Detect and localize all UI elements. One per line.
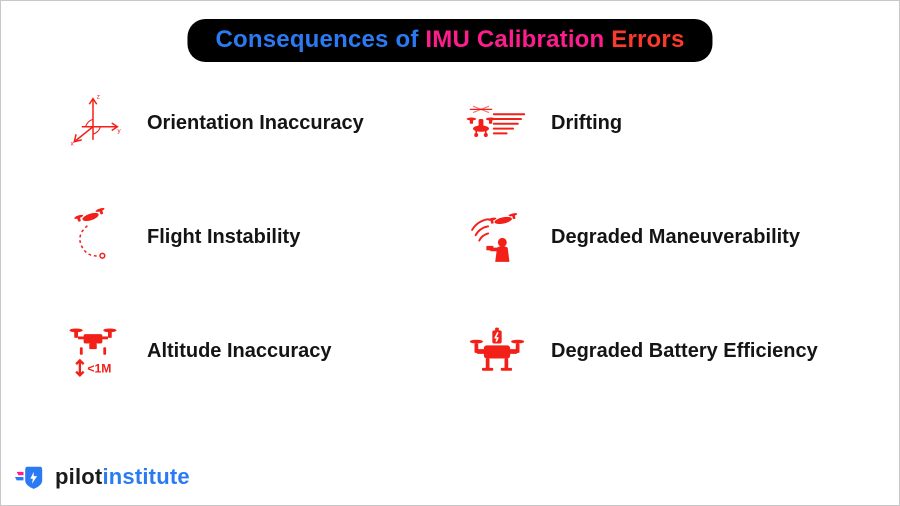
item-label: Drifting xyxy=(551,112,622,135)
maneuver-icon xyxy=(465,205,529,269)
svg-text:y: y xyxy=(117,127,121,134)
svg-text:<1M: <1M xyxy=(87,362,111,376)
item-instability: Flight Instability xyxy=(61,205,435,269)
item-drifting: Drifting xyxy=(465,91,839,155)
battery-icon xyxy=(465,319,529,383)
logo-shield-icon xyxy=(15,463,49,491)
axes-icon: z y x xyxy=(61,91,125,155)
item-altitude: <1M Altitude Inaccuracy xyxy=(61,319,435,383)
item-label: Degraded Maneuverability xyxy=(551,226,800,249)
item-battery: Degraded Battery Efficiency xyxy=(465,319,839,383)
item-label: Degraded Battery Efficiency xyxy=(551,340,818,363)
footer-logo: pilotinstitute xyxy=(15,463,190,491)
instability-icon xyxy=(61,205,125,269)
logo-text-institute: institute xyxy=(102,464,189,489)
item-orientation: z y x Orientation Inaccuracy xyxy=(61,91,435,155)
logo-text-pilot: pilot xyxy=(55,464,102,489)
drift-icon xyxy=(465,91,529,155)
item-label: Flight Instability xyxy=(147,226,300,249)
title-part-2: IMU Calibration xyxy=(425,26,611,53)
title-bar: Consequences of IMU Calibration Errors xyxy=(187,19,712,62)
item-label: Orientation Inaccuracy xyxy=(147,112,364,135)
altitude-icon: <1M xyxy=(61,319,125,383)
title-part-3: Errors xyxy=(611,26,684,53)
svg-text:z: z xyxy=(97,94,100,101)
title-part-1: Consequences of xyxy=(215,26,425,53)
item-label: Altitude Inaccuracy xyxy=(147,340,332,363)
item-maneuver: Degraded Maneuverability xyxy=(465,205,839,269)
items-grid: z y x Orientation Inaccuracy xyxy=(61,91,839,383)
logo-text: pilotinstitute xyxy=(55,464,190,490)
